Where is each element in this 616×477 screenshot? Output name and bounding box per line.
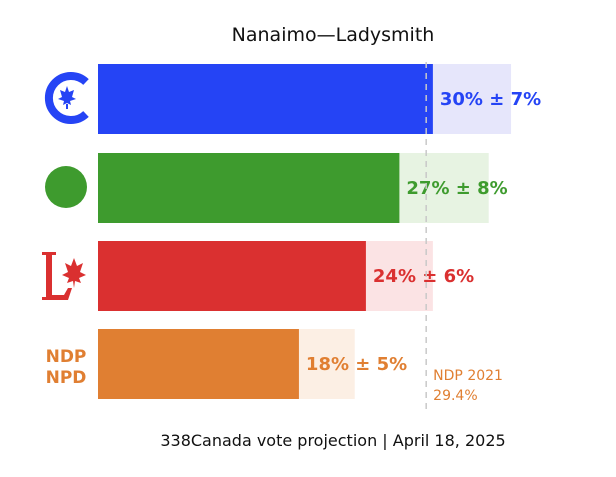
reference-label-line2: 29.4% (433, 388, 477, 404)
green-party-logo-icon (45, 166, 87, 208)
bar-label-0: 30% ± 7% (440, 89, 541, 110)
bar-label-1: 27% ± 8% (406, 178, 507, 199)
ndp-logo-icon: NDP NPD (46, 347, 87, 388)
bar-label-2: 24% ± 6% (373, 266, 474, 287)
chart-footer: 338Canada vote projection | April 18, 20… (160, 431, 505, 450)
bars: 30% ± 7% 27% ± 8% 24% ± 6% 18% ± 5% (98, 64, 541, 399)
party-logos: NDP NPD (42, 72, 89, 388)
chart-title: Nanaimo—Ladysmith (232, 24, 435, 46)
ndp-logo-text-top: NDP (46, 347, 87, 367)
ndp-logo-text-bottom: NPD (46, 368, 87, 388)
reference-label-line1: NDP 2021 (433, 368, 503, 384)
liberal-logo-icon (42, 252, 86, 300)
bar-3 (98, 329, 299, 399)
bar-label-3: 18% ± 5% (306, 354, 407, 375)
conservative-logo-icon (44, 72, 89, 124)
bar-2 (98, 241, 366, 311)
bar-0 (98, 64, 433, 134)
bar-1 (98, 153, 400, 223)
